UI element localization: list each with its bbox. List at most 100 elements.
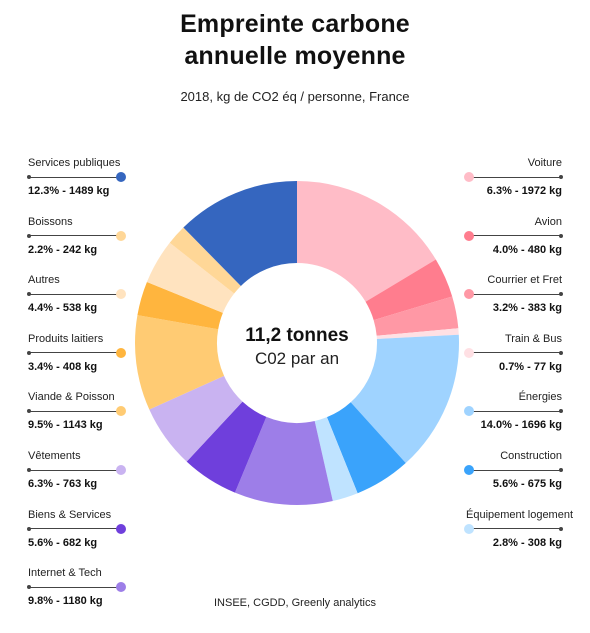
leader-rule <box>28 176 124 178</box>
slice-train-bus <box>376 328 459 339</box>
legend-percent: 9.5% <box>28 419 54 432</box>
legend-color-dot <box>464 172 474 182</box>
legend-value: 6.3% - 763 kg <box>28 478 124 490</box>
leader-end-dot <box>559 233 563 238</box>
legend-kg: - 408 kg <box>53 360 98 373</box>
legend-item-viande-poisson: Viande & Poisson 9.5% - 1143 kg <box>27 391 126 431</box>
legend-percent: 2.2% <box>28 243 54 256</box>
legend-label: Construction <box>500 450 562 462</box>
legend-value: 4.4% - 538 kg <box>28 302 124 314</box>
legend-kg: - 1489 kg <box>59 185 110 197</box>
legend-leader-line <box>464 347 563 358</box>
legend-label: Produits laitiers <box>28 332 104 345</box>
legend-percent: 6.3% <box>28 478 54 490</box>
legend-percent: 5.6% <box>28 536 54 549</box>
donut-slices <box>135 181 460 506</box>
legend-color-dot <box>116 523 126 534</box>
legend-item-internet-tech: Internet & Tech 9.8% - 1180 kg <box>27 567 126 608</box>
legend-label: Équipement logement <box>466 508 574 521</box>
leader-rule <box>28 410 124 412</box>
legend-leader-line <box>27 465 126 475</box>
slice-voiture <box>297 181 436 302</box>
leader-rule <box>28 293 124 295</box>
legend-value: 2.8% - 308 kg <box>466 537 562 549</box>
legend-item-produits-laitiers: Produits laitiers 3.4% - 408 kg <box>27 332 126 373</box>
leader-end-dot <box>559 175 563 179</box>
legend-leader-line <box>27 406 126 417</box>
leader-rule <box>466 176 562 178</box>
leader-end-dot <box>559 468 563 472</box>
legend-kg: - 538 kg <box>53 302 98 315</box>
legend-label: Courrier et Fret <box>487 274 562 287</box>
legend-kg: - 77 kg <box>524 360 562 373</box>
legend-label: Biens & Services <box>28 508 112 521</box>
leader-rule <box>466 235 562 237</box>
leader-end-dot <box>559 350 563 355</box>
legend-item-avion: Avion 4.0% - 480 kg <box>464 216 563 256</box>
leader-end-dot <box>559 526 563 531</box>
legend-item-courrier-et-fret: Courrier et Fret 3.2% - 383 kg <box>464 274 563 315</box>
legend-color-dot <box>464 523 474 534</box>
legend-color-dot <box>464 230 474 241</box>
leader-end-dot <box>27 468 31 472</box>
legend-leader-line <box>464 406 563 417</box>
legend-percent: 0.7% <box>499 360 525 373</box>
leader-end-dot <box>559 292 563 297</box>
legend-label: Internet & Tech <box>28 567 102 580</box>
legend-color-dot <box>116 406 126 417</box>
legend-percent: 4.4% <box>28 302 54 315</box>
slice-biens-services <box>186 401 267 493</box>
leader-rule <box>28 235 124 237</box>
legend-item-boissons: Boissons 2.2% - 242 kg <box>27 216 126 256</box>
legend-label: Train & Bus <box>504 332 562 345</box>
legend-item-biens-services: Biens & Services 5.6% - 682 kg <box>27 508 126 549</box>
leader-rule <box>466 352 562 354</box>
legend-item-construction: Construction 5.6% - 675 kg <box>464 450 563 490</box>
leader-end-dot <box>27 409 31 414</box>
legend-leader-line <box>464 230 563 241</box>
legend-item-energies: Énergies 14.0% - 1696 kg <box>464 391 563 432</box>
slice-energies <box>350 334 460 464</box>
legend-kg: - 1696 kg <box>511 419 562 432</box>
legend-leader-line <box>464 172 563 182</box>
slice-construction <box>326 402 406 494</box>
chart-title-line-1: Empreinte carbone <box>180 10 410 38</box>
leader-rule <box>466 528 562 530</box>
legend-leader-line <box>27 582 126 593</box>
legend-percent: 4.0% <box>492 243 518 256</box>
legend-value: 2.2% - 242 kg <box>28 244 124 256</box>
legend-kg: - 1143 kg <box>53 419 103 432</box>
legend-item-train-bus: Train & Bus 0.7% - 77 kg <box>464 332 563 373</box>
legend-item-equipement-logement: Équipement logement 2.8% - 308 kg <box>464 508 574 549</box>
legend-value: 5.6% - 675 kg <box>466 478 562 490</box>
legend-label: Autres <box>28 274 60 287</box>
legend-kg: - 763 kg <box>53 478 98 490</box>
legend-value: 4.0% - 480 kg <box>466 244 562 256</box>
legend-kg: - 675 kg <box>517 478 562 490</box>
leader-end-dot <box>27 526 31 531</box>
legend-kg: - 242 kg <box>53 243 98 256</box>
legend-value: 5.6% - 682 kg <box>28 537 124 549</box>
chart-subtitle: 2018, kg de CO2 éq / personne, France <box>180 89 410 104</box>
legend-item-services-publiques: Services publiques 12.3% - 1489 kg <box>27 157 126 197</box>
legend-label: Énergies <box>518 391 562 404</box>
legend-percent: 5.6% <box>492 478 518 490</box>
legend-color-dot <box>464 347 474 358</box>
slice-vetements <box>149 375 243 462</box>
legend-percent: 3.2% <box>492 302 518 315</box>
legend-color-dot <box>464 289 474 300</box>
legend-kg: - 682 kg <box>53 536 98 549</box>
legend-kg: - 308 kg <box>517 536 562 549</box>
legend-color-dot <box>464 465 474 475</box>
legend-label: Services publiques <box>28 157 121 169</box>
center-total: 11,2 tonnes <box>245 325 349 346</box>
legend-label: Viande & Poisson <box>28 391 115 404</box>
legend-kg: - 480 kg <box>517 243 562 256</box>
legend-kg: - 1180 kg <box>53 595 103 608</box>
legend-value: 9.5% - 1143 kg <box>28 419 124 431</box>
legend-label: Voiture <box>527 157 562 169</box>
slice-courrier-et-fret <box>373 296 459 336</box>
leader-end-dot <box>27 233 31 238</box>
legend-label: Vêtements <box>28 450 81 462</box>
